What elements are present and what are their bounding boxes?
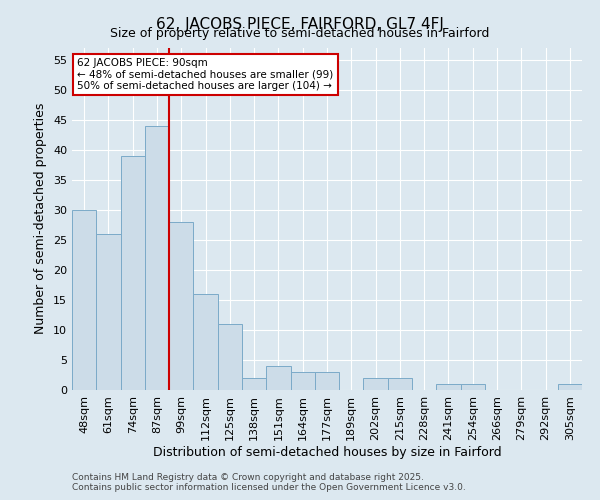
Bar: [558, 384, 582, 390]
Bar: [290, 372, 315, 390]
Bar: [388, 378, 412, 390]
Bar: [218, 324, 242, 390]
Text: Size of property relative to semi-detached houses in Fairford: Size of property relative to semi-detach…: [110, 28, 490, 40]
Bar: [72, 210, 96, 390]
Bar: [266, 366, 290, 390]
Bar: [242, 378, 266, 390]
Text: Contains HM Land Registry data © Crown copyright and database right 2025.
Contai: Contains HM Land Registry data © Crown c…: [72, 473, 466, 492]
Bar: [145, 126, 169, 390]
Bar: [121, 156, 145, 390]
Bar: [461, 384, 485, 390]
Bar: [315, 372, 339, 390]
Bar: [96, 234, 121, 390]
Text: 62, JACOBS PIECE, FAIRFORD, GL7 4FJ: 62, JACOBS PIECE, FAIRFORD, GL7 4FJ: [156, 18, 444, 32]
Y-axis label: Number of semi-detached properties: Number of semi-detached properties: [34, 103, 47, 334]
Text: 62 JACOBS PIECE: 90sqm
← 48% of semi-detached houses are smaller (99)
50% of sem: 62 JACOBS PIECE: 90sqm ← 48% of semi-det…: [77, 58, 334, 91]
Bar: [193, 294, 218, 390]
Bar: [364, 378, 388, 390]
Bar: [169, 222, 193, 390]
X-axis label: Distribution of semi-detached houses by size in Fairford: Distribution of semi-detached houses by …: [152, 446, 502, 458]
Bar: [436, 384, 461, 390]
